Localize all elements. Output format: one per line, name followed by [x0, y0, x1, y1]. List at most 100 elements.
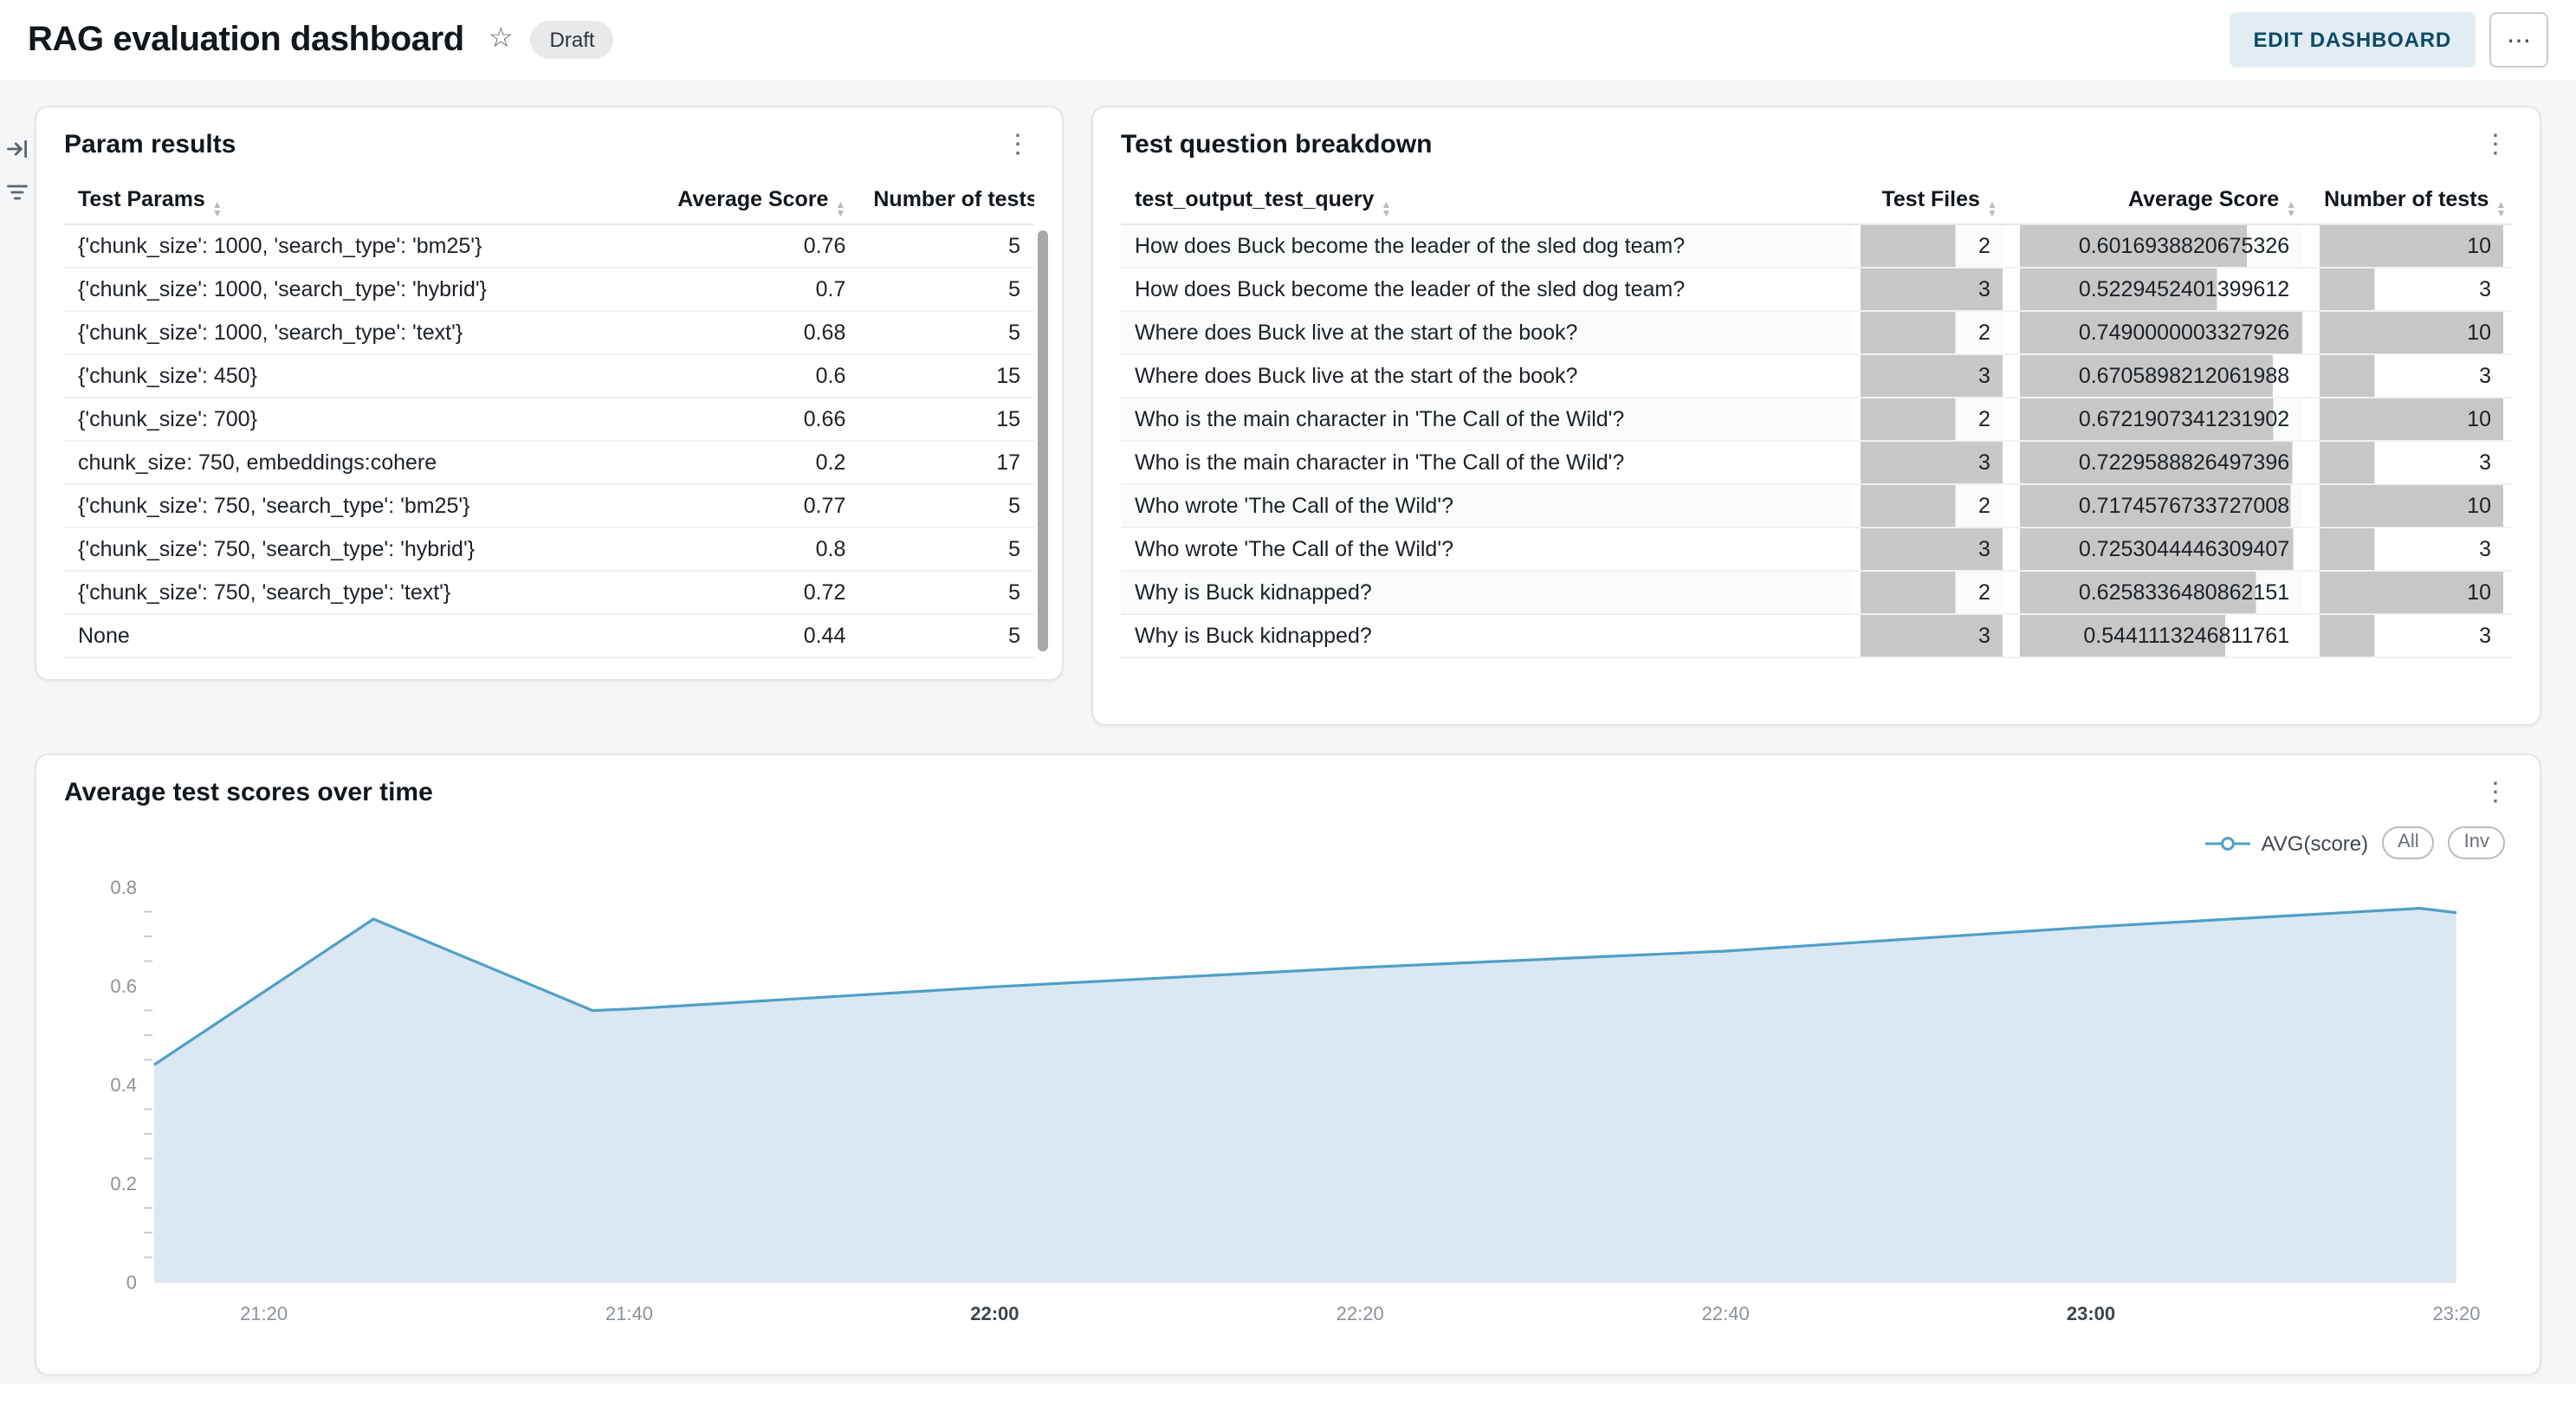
cell-query: Where does Buck live at the start of the… — [1121, 354, 1852, 398]
top-cards-row: Param results ⋮ Test Params ▲ ▼ Average Sco… — [35, 106, 2541, 726]
card-header: Param results ⋮ — [36, 107, 1062, 175]
table-row[interactable]: Where does Buck live at the start of the… — [1121, 311, 2512, 355]
card-title: Param results — [64, 130, 236, 159]
legend-select-all-button[interactable]: All — [2382, 826, 2435, 860]
table-row[interactable]: How does Buck become the leader of the s… — [1121, 268, 2512, 312]
series-marker-icon — [2205, 834, 2251, 851]
cell-number-of-tests: 15 — [859, 354, 1034, 398]
cell-number-of-tests: 10 — [2310, 398, 2512, 442]
param-table-wrap: Test Params ▲ ▼ Average Score ▲ ▼ Number of te… — [36, 175, 1062, 679]
more-menu-button[interactable]: ⋯ — [2489, 12, 2548, 68]
x-axis-label: 23:00 — [2067, 1303, 2115, 1324]
legend-invert-button[interactable]: Inv — [2448, 826, 2505, 860]
table-row[interactable]: {'chunk_size': 1000, 'search_type': 'hyb… — [64, 268, 1034, 312]
card-menu-icon[interactable]: ⋮ — [2479, 780, 2512, 806]
status-badge: Draft — [530, 21, 614, 59]
collapse-panel-icon[interactable] — [3, 135, 31, 163]
chart-legend: AVG(score) All Inv — [36, 823, 2540, 870]
question-breakdown-table: test_output_test_query ▲ ▼ Test Files ▲ ▼ Aver… — [1121, 175, 2512, 658]
x-axis-label: 23:20 — [2432, 1303, 2480, 1324]
cell-test-files: 2 — [1851, 224, 2011, 269]
filter-icon[interactable] — [3, 178, 31, 206]
cell-number-of-tests: 3 — [2310, 268, 2512, 312]
cell-number-of-tests: 5 — [859, 528, 1034, 572]
column-header-param-0[interactable]: Test Params ▲ ▼ — [64, 175, 627, 225]
x-axis-label: 21:20 — [240, 1303, 288, 1324]
edit-dashboard-button[interactable]: EDIT DASHBOARD — [2229, 12, 2476, 68]
table-row[interactable]: {'chunk_size': 1000, 'search_type': 'tex… — [64, 311, 1034, 355]
legend-series-label: AVG(score) — [2261, 831, 2369, 856]
cell-average-score: 0.7253044446309407 — [2010, 528, 2311, 572]
cell-test-files: 3 — [1851, 441, 2011, 485]
cell-number-of-tests: 3 — [2310, 614, 2512, 658]
table-header-row: test_output_test_query ▲ ▼ Test Files ▲ ▼ Aver… — [1121, 175, 2512, 225]
cell-test-params: {'chunk_size': 700} — [64, 398, 627, 442]
legend-item-avg-score[interactable]: AVG(score) — [2205, 831, 2369, 856]
cell-test-params: {'chunk_size': 1000, 'search_type': 'bm2… — [64, 224, 627, 269]
cell-query: Who wrote 'The Call of the Wild'? — [1121, 484, 1852, 528]
card-menu-icon[interactable]: ⋮ — [1001, 132, 1034, 158]
cell-average-score: 0.6721907341231902 — [2010, 398, 2311, 442]
param-results-table: Test Params ▲ ▼ Average Score ▲ ▼ Number of te… — [64, 175, 1034, 658]
cell-test-files: 2 — [1851, 571, 2011, 615]
table-row[interactable]: Why is Buck kidnapped? 2 0.625833648086215… — [1121, 571, 2512, 615]
vertical-scrollbar[interactable] — [1038, 230, 1048, 651]
cell-average-score: 0.5229452401399612 — [2010, 268, 2311, 312]
cell-test-params: None — [64, 614, 627, 658]
table-row[interactable]: Who is the main character in 'The Call o… — [1121, 441, 2512, 485]
table-row[interactable]: chunk_size: 750, embeddings:cohere 0.2 17 — [64, 441, 1034, 485]
scores-over-time-card: Average test scores over time ⋮ AVG(scor… — [35, 754, 2541, 1376]
cell-test-params: chunk_size: 750, embeddings:cohere — [64, 441, 627, 485]
y-axis-label: 0.4 — [110, 1074, 137, 1096]
cell-number-of-tests: 5 — [859, 571, 1034, 615]
footer-strip — [0, 1384, 2576, 1405]
cell-average-score: 0.44 — [626, 614, 860, 658]
table-row[interactable]: {'chunk_size': 750, 'search_type': 'text… — [64, 571, 1034, 615]
cell-number-of-tests: 10 — [2310, 224, 2512, 269]
x-axis-label: 22:20 — [1337, 1303, 1384, 1324]
table-row[interactable]: Who wrote 'The Call of the Wild'? 2 0.7174… — [1121, 484, 2512, 528]
cell-number-of-tests: 3 — [2310, 528, 2512, 572]
x-axis-label: 21:40 — [605, 1303, 653, 1324]
card-menu-icon[interactable]: ⋮ — [2479, 132, 2512, 158]
cell-query: How does Buck become the leader of the s… — [1121, 268, 1852, 312]
table-row[interactable]: {'chunk_size': 750, 'search_type': 'hybr… — [64, 528, 1034, 572]
column-header-param-2[interactable]: Number of tests▲▼ — [859, 175, 1034, 225]
cell-number-of-tests: 5 — [859, 484, 1034, 528]
table-row[interactable]: Why is Buck kidnapped? 3 0.544111324681176… — [1121, 614, 2512, 658]
cell-number-of-tests: 3 — [2310, 354, 2512, 398]
table-row[interactable]: {'chunk_size': 450} 0.6 15 — [64, 354, 1034, 398]
y-axis-label: 0.2 — [110, 1173, 137, 1195]
column-header-breakdown-3[interactable]: Number of tests ▲ ▼ — [2310, 175, 2512, 225]
table-row[interactable]: How does Buck become the leader of the s… — [1121, 224, 2512, 269]
sort-icon: ▲ ▼ — [1986, 201, 1997, 219]
cell-test-files: 2 — [1851, 484, 2011, 528]
cell-query: Who is the main character in 'The Call o… — [1121, 398, 1852, 442]
y-axis-label: 0 — [126, 1272, 137, 1293]
sort-icon: ▲ ▼ — [1381, 201, 1392, 219]
column-header-breakdown-2[interactable]: Average Score ▲ ▼ — [2010, 175, 2311, 225]
cell-number-of-tests: 5 — [859, 614, 1034, 658]
cell-average-score: 0.77 — [626, 484, 860, 528]
cell-average-score: 0.6258336480862151 — [2010, 571, 2311, 615]
cell-query: Why is Buck kidnapped? — [1121, 614, 1852, 658]
table-row[interactable]: Who is the main character in 'The Call o… — [1121, 398, 2512, 442]
cell-average-score: 0.6 — [626, 354, 860, 398]
table-row[interactable]: Who wrote 'The Call of the Wild'? 3 0.7253… — [1121, 528, 2512, 572]
cell-average-score: 0.8 — [626, 528, 860, 572]
dashboard-content: Param results ⋮ Test Params ▲ ▼ Average Sco… — [0, 80, 2576, 1376]
column-header-breakdown-1[interactable]: Test Files ▲ ▼ — [1851, 175, 2011, 225]
table-row[interactable]: Where does Buck live at the start of the… — [1121, 354, 2512, 398]
column-header-param-1[interactable]: Average Score ▲ ▼ — [626, 175, 860, 225]
column-header-breakdown-0[interactable]: test_output_test_query ▲ ▼ — [1121, 175, 1852, 225]
table-row[interactable]: {'chunk_size': 700} 0.66 15 — [64, 398, 1034, 442]
table-row[interactable]: {'chunk_size': 1000, 'search_type': 'bm2… — [64, 224, 1034, 269]
cell-number-of-tests: 5 — [859, 311, 1034, 355]
card-header: Test question breakdown ⋮ — [1093, 107, 2540, 175]
table-row[interactable]: {'chunk_size': 750, 'search_type': 'bm25… — [64, 484, 1034, 528]
cell-average-score: 0.6016938820675326 — [2010, 224, 2311, 269]
star-icon[interactable]: ☆ — [485, 25, 517, 54]
cell-average-score: 0.6705898212061988 — [2010, 354, 2311, 398]
table-row[interactable]: None 0.44 5 — [64, 614, 1034, 658]
